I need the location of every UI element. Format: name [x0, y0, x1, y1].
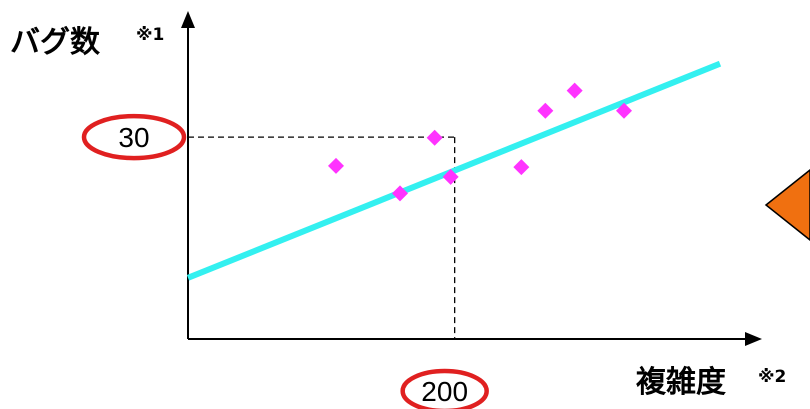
orange-arrow-shape	[764, 169, 810, 241]
data-point-4	[442, 168, 459, 185]
data-point-6	[537, 102, 554, 119]
x-axis-title-note: ※2	[758, 367, 786, 387]
y-value-callout: 30	[118, 122, 149, 153]
data-point-2	[392, 185, 408, 202]
data-point-8	[616, 102, 632, 119]
x-value-callout-ring	[400, 368, 489, 409]
y-axis-title: バグ数	[10, 25, 101, 60]
x-axis-arrowhead	[745, 332, 762, 346]
y-axis-title-note: ※1	[136, 25, 164, 45]
data-points	[328, 82, 632, 202]
trend-line	[186, 60, 722, 281]
y-value-callout-ring	[81, 113, 187, 161]
data-point-1	[328, 157, 344, 174]
x-axis-title: 複雑度	[636, 365, 726, 400]
x-value-callout: 200	[421, 376, 468, 407]
y-axis-arrowhead	[181, 11, 195, 28]
data-point-7	[566, 82, 583, 99]
data-point-5	[513, 159, 530, 176]
data-point-3	[426, 129, 443, 146]
